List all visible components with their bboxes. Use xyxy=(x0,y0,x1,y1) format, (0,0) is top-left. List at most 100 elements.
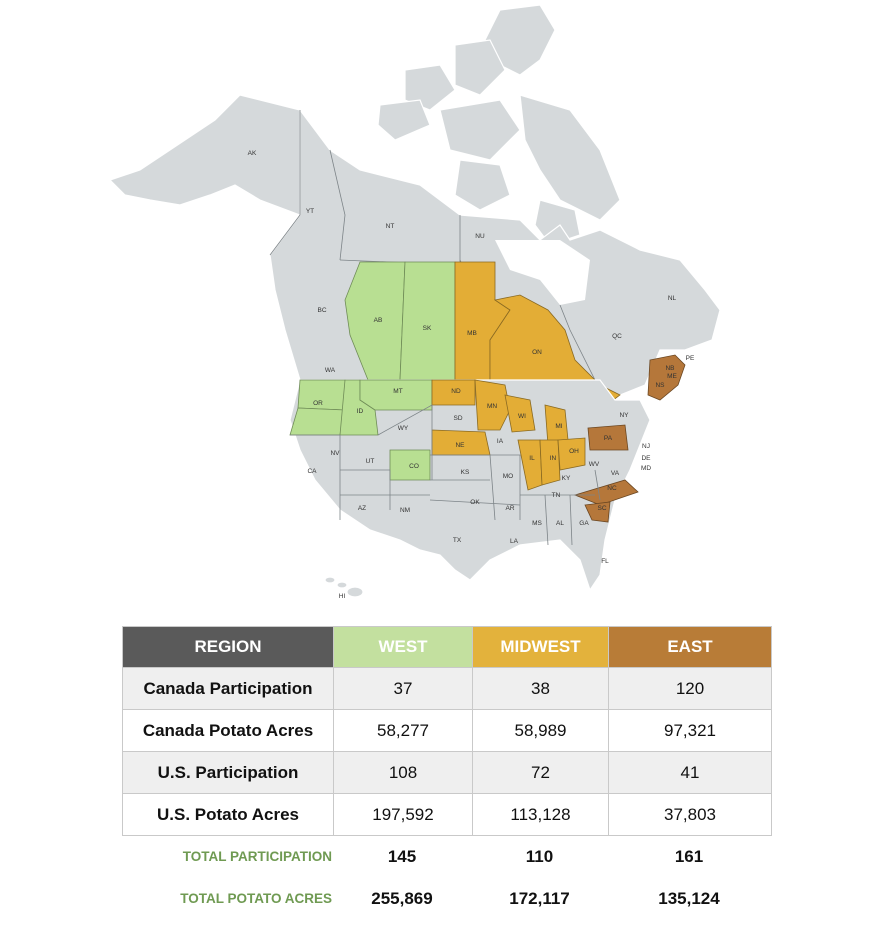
state-mt xyxy=(359,379,433,411)
state-ak xyxy=(108,94,301,216)
table-row: U.S. Participation 108 72 41 xyxy=(122,751,772,794)
svg-text:LA: LA xyxy=(510,538,519,545)
state-hi xyxy=(324,576,364,598)
svg-text:MN: MN xyxy=(487,403,497,410)
svg-text:NY: NY xyxy=(619,412,629,419)
cell-west: 197,592 xyxy=(333,793,473,836)
cell-west: 108 xyxy=(333,751,473,794)
svg-text:IL: IL xyxy=(529,455,535,462)
svg-text:CO: CO xyxy=(409,463,419,470)
header-west: WEST xyxy=(333,626,473,668)
state-or xyxy=(289,407,346,436)
row-label: Canada Potato Acres xyxy=(122,709,334,752)
svg-text:IN: IN xyxy=(550,455,557,462)
svg-text:NU: NU xyxy=(475,233,485,240)
svg-text:MO: MO xyxy=(503,473,513,480)
svg-text:ON: ON xyxy=(532,349,542,356)
total-potato-acres-label: TOTAL POTATO ACRES xyxy=(180,891,332,906)
svg-text:AL: AL xyxy=(556,520,564,527)
state-mn xyxy=(474,379,511,431)
svg-text:MI: MI xyxy=(555,423,562,430)
svg-text:MB: MB xyxy=(467,330,477,337)
svg-text:NL: NL xyxy=(668,295,677,302)
svg-text:NV: NV xyxy=(330,450,340,457)
svg-text:MD: MD xyxy=(641,465,651,472)
svg-text:AZ: AZ xyxy=(358,505,366,512)
hudson-bay-water xyxy=(495,240,590,305)
north-america-map: AK YT NT NU BC AB SK MB ON QC NL NS NB P… xyxy=(108,4,721,600)
cell-east: 41 xyxy=(608,751,772,794)
svg-text:OR: OR xyxy=(313,400,323,407)
total-participation-label: TOTAL PARTICIPATION xyxy=(182,849,332,864)
svg-text:QC: QC xyxy=(612,333,622,340)
row-label: U.S. Participation xyxy=(122,751,334,794)
row-label: U.S. Potato Acres xyxy=(122,793,334,836)
svg-text:IA: IA xyxy=(497,438,504,445)
total-participation-west: 145 xyxy=(387,847,417,866)
state-wi xyxy=(504,394,536,433)
total-potato-acres-midwest: 172,117 xyxy=(509,889,570,908)
header-midwest: MIDWEST xyxy=(472,626,609,668)
svg-text:WA: WA xyxy=(325,367,336,374)
cell-west: 37 xyxy=(333,667,473,710)
svg-text:WY: WY xyxy=(398,425,409,432)
svg-text:FL: FL xyxy=(601,558,609,565)
svg-text:SK: SK xyxy=(423,325,432,332)
table-row: U.S. Potato Acres 197,592 113,128 37,803 xyxy=(122,793,772,836)
svg-text:SC: SC xyxy=(597,505,606,512)
total-participation-row: TOTAL PARTICIPATION 145 110 161 xyxy=(122,842,772,872)
cell-east: 37,803 xyxy=(608,793,772,836)
cell-midwest: 113,128 xyxy=(472,793,609,836)
svg-text:WV: WV xyxy=(589,461,600,468)
region-stats-table: REGION WEST MIDWEST EAST Canada Particip… xyxy=(122,626,772,836)
state-nc xyxy=(573,479,639,506)
header-east: EAST xyxy=(608,626,772,668)
state-pa xyxy=(587,424,629,451)
row-label: Canada Participation xyxy=(122,667,334,710)
us-borders xyxy=(290,404,601,546)
svg-text:WI: WI xyxy=(518,413,526,420)
total-participation-midwest: 110 xyxy=(525,847,554,866)
total-potato-acres-west: 255,869 xyxy=(371,889,433,908)
svg-text:AK: AK xyxy=(248,150,257,157)
total-participation-east: 161 xyxy=(674,847,704,866)
svg-text:KS: KS xyxy=(461,469,470,476)
cell-midwest: 72 xyxy=(472,751,609,794)
svg-text:VA: VA xyxy=(611,470,620,477)
svg-text:GA: GA xyxy=(579,520,589,527)
svg-text:CA: CA xyxy=(307,468,317,475)
svg-text:HI: HI xyxy=(339,593,346,600)
svg-text:PE: PE xyxy=(686,355,695,362)
arctic-islands xyxy=(377,4,621,246)
total-potato-acres-row: TOTAL POTATO ACRES 255,869 172,117 135,1… xyxy=(122,884,772,914)
svg-text:TN: TN xyxy=(552,492,561,499)
svg-text:NB: NB xyxy=(665,365,674,372)
table-header-row: REGION WEST MIDWEST EAST xyxy=(122,626,772,668)
cell-midwest: 58,989 xyxy=(472,709,609,752)
svg-text:BC: BC xyxy=(317,307,326,314)
total-potato-acres-east: 135,124 xyxy=(658,889,720,908)
svg-text:YT: YT xyxy=(306,208,314,215)
header-region: REGION xyxy=(122,626,334,668)
svg-text:SD: SD xyxy=(453,415,462,422)
province-sk xyxy=(399,261,456,381)
svg-text:AR: AR xyxy=(505,505,514,512)
svg-text:PA: PA xyxy=(604,435,613,442)
svg-text:OK: OK xyxy=(470,499,480,506)
participation-table: REGION WEST MIDWEST EAST Canada Particip… xyxy=(122,626,772,836)
svg-text:MT: MT xyxy=(393,388,402,395)
cell-east: 120 xyxy=(608,667,772,710)
state-sc xyxy=(584,501,611,523)
map-labels: AK YT NT NU BC AB SK MB ON QC NL NS NB P… xyxy=(248,150,695,600)
svg-text:MS: MS xyxy=(532,520,542,527)
svg-text:OH: OH xyxy=(569,448,579,455)
svg-text:ME: ME xyxy=(667,373,677,380)
table-row: Canada Participation 37 38 120 xyxy=(122,667,772,710)
svg-text:UT: UT xyxy=(366,458,375,465)
svg-text:ND: ND xyxy=(451,388,461,395)
svg-text:TX: TX xyxy=(453,537,462,544)
svg-text:NT: NT xyxy=(386,223,395,230)
svg-text:DE: DE xyxy=(641,455,651,462)
svg-text:NC: NC xyxy=(607,485,617,492)
cell-east: 97,321 xyxy=(608,709,772,752)
